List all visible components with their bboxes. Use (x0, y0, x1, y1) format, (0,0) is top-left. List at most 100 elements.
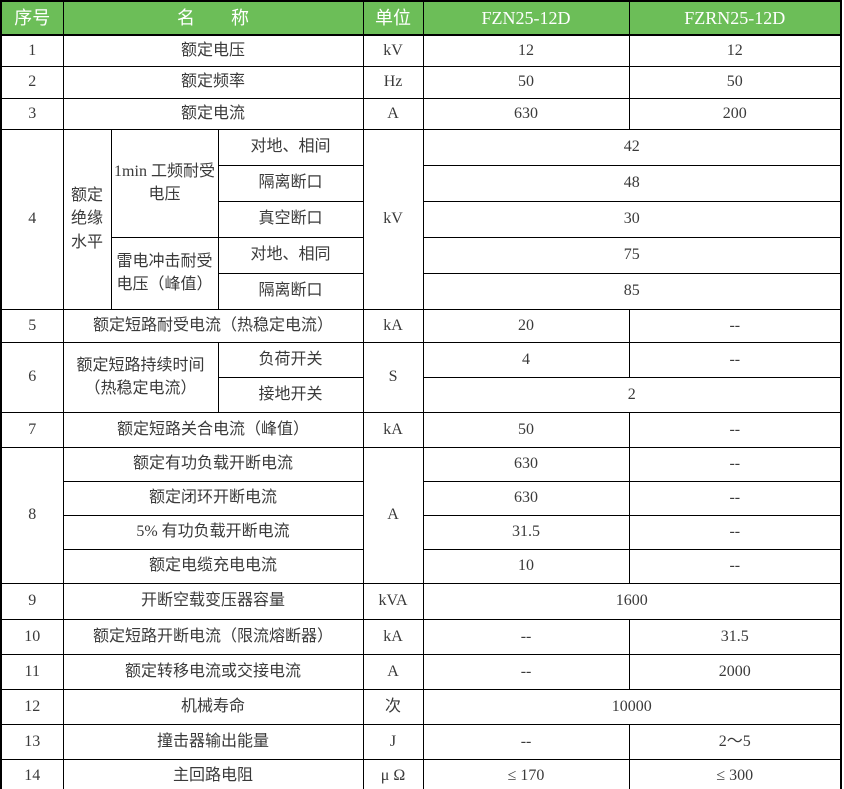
row1-value-fzrn25: 12 (628, 34, 842, 67)
row9-unit: kVA (362, 582, 424, 620)
table-row: 5 额定短路耐受电流（热稳定电流） kA 20 -- (0, 308, 842, 343)
row4-group-label: 额定绝缘水平 (62, 128, 112, 310)
row2-value-fzn25: 50 (422, 65, 630, 99)
row13-value-fzn25: -- (422, 723, 630, 760)
row3-value-fzrn25: 200 (628, 97, 842, 130)
table-row: 14 主回路电阻 μ Ω ≤ 170 ≤ 300 (0, 758, 842, 789)
table-row: 额定闭环开断电流 630 -- (1, 480, 842, 516)
row8-item-2-name: 5% 有功负载开断电流 (62, 514, 364, 550)
row8-unit: A (362, 446, 424, 584)
row13-seq: 13 (0, 723, 64, 760)
row14-unit: μ Ω (362, 758, 424, 789)
row12-name: 机械寿命 (62, 688, 364, 725)
row8-item-1-value-fzn25: 630 (422, 480, 630, 516)
row8-item-1-name: 额定闭环开断电流 (62, 480, 364, 516)
row12-value-both: 10000 (422, 688, 842, 725)
row5-seq: 5 (0, 308, 64, 343)
header-col-model-fzrn25-12d: FZRN25-12D (628, 0, 842, 36)
row11-unit: A (362, 653, 424, 690)
table-row: 8 额定有功负载开断电流 A 630 -- (0, 446, 842, 584)
row4-impulse-group: 雷电冲击耐受电压（峰值） (110, 236, 219, 310)
row8-item-0-value-fzn25: 630 (422, 446, 630, 482)
row8-item-0-name: 额定有功负载开断电流 (62, 446, 364, 482)
row6-switch-earthing: 接地开关 (217, 376, 364, 413)
table-row: 5% 有功负载开断电流 31.5 -- (1, 514, 842, 550)
row8-item-0-value-fzrn25: -- (628, 446, 842, 482)
table-row: 6 额定短路持续时间（热稳定电流） 负荷开关 S 4 -- (0, 341, 842, 413)
row4-impulse-value-1: 85 (422, 272, 842, 310)
row5-value-fzn25: 20 (422, 308, 630, 343)
row7-value-fzrn25: -- (628, 411, 842, 448)
row12-seq: 12 (0, 688, 64, 725)
table-row: 4 额定绝缘水平 1min 工频耐受电压 对地、相间 kV 42 (0, 128, 842, 310)
row4-powerfreq-value-2: 30 (422, 200, 842, 238)
row14-value-fzn25: ≤ 170 (422, 758, 630, 789)
row11-value-fzn25: -- (422, 653, 630, 690)
header-row: 序号 名 称 单位 FZN25-12D FZRN25-12D (0, 0, 842, 36)
row4-powerfreq-item-0: 对地、相间 (217, 128, 364, 166)
row14-seq: 14 (0, 758, 64, 789)
row2-name: 额定频率 (62, 65, 364, 99)
row9-seq: 9 (0, 582, 64, 620)
table-row: 额定电缆充电电流 10 -- (1, 548, 842, 584)
row6-group-label: 额定短路持续时间（热稳定电流） (62, 341, 219, 413)
row13-value-fzrn25: 2～5 (628, 723, 842, 760)
table-row: 10 额定短路开断电流（限流熔断器） kA -- 31.5 (0, 618, 842, 655)
row2-seq: 2 (0, 65, 64, 99)
row3-name: 额定电流 (62, 97, 364, 130)
row9-name: 开断空载变压器容量 (62, 582, 364, 620)
row12-unit: 次 (362, 688, 424, 725)
row6-earthing-value-both: 2 (422, 376, 842, 413)
table-row: 雷电冲击耐受电压（峰值） 对地、相同 75 (1, 236, 842, 310)
row10-unit: kA (362, 618, 424, 655)
row6-loadbreak-value-fzn25: 4 (422, 341, 630, 378)
header-col-seq: 序号 (0, 0, 64, 36)
row10-seq: 10 (0, 618, 64, 655)
row6-unit: S (362, 341, 424, 413)
table-row: 12 机械寿命 次 10000 (0, 688, 842, 725)
row8-item-2-value-fzn25: 31.5 (422, 514, 630, 550)
header-col-model-fzn25-12d: FZN25-12D (422, 0, 630, 36)
table-row: 13 撞击器输出能量 J -- 2～5 (0, 723, 842, 760)
table-row: 11 额定转移电流或交接电流 A -- 2000 (0, 653, 842, 690)
row4-impulse-item-1: 隔离断口 (217, 272, 364, 310)
row8-seq: 8 (0, 446, 64, 584)
row1-name: 额定电压 (62, 34, 364, 67)
row5-name: 额定短路耐受电流（热稳定电流） (62, 308, 364, 343)
table-row: 真空断口 30 (1, 200, 842, 238)
row4-impulse-value-0: 75 (422, 236, 842, 274)
row11-name: 额定转移电流或交接电流 (62, 653, 364, 690)
row6-switch-loadbreak: 负荷开关 (217, 341, 364, 378)
row6-loadbreak-value-fzrn25: -- (628, 341, 842, 378)
row13-unit: J (362, 723, 424, 760)
row4-powerfreq-item-1: 隔离断口 (217, 164, 364, 202)
header-col-name: 名 称 (62, 0, 364, 36)
row8-item-3-value-fzrn25: -- (628, 548, 842, 584)
row7-unit: kA (362, 411, 424, 448)
row11-seq: 11 (0, 653, 64, 690)
row4-impulse-item-0: 对地、相同 (217, 236, 364, 274)
row2-value-fzrn25: 50 (628, 65, 842, 99)
row4-powerfreq-value-0: 42 (422, 128, 842, 166)
table-row: 3 额定电流 A 630 200 (0, 97, 842, 130)
table-row: 接地开关 2 (1, 376, 842, 413)
row1-value-fzn25: 12 (422, 34, 630, 67)
row10-value-fzrn25: 31.5 (628, 618, 842, 655)
row7-seq: 7 (0, 411, 64, 448)
row14-value-fzrn25: ≤ 300 (628, 758, 842, 789)
row5-value-fzrn25: -- (628, 308, 842, 343)
row4-unit: kV (362, 128, 424, 310)
row14-name: 主回路电阻 (62, 758, 364, 789)
row7-value-fzn25: 50 (422, 411, 630, 448)
row7-name: 额定短路关合电流（峰值） (62, 411, 364, 448)
row4-powerfreq-group: 1min 工频耐受电压 (110, 128, 219, 238)
table-row: 9 开断空载变压器容量 kVA 1600 (0, 582, 842, 620)
row11-value-fzrn25: 2000 (628, 653, 842, 690)
table-row: 7 额定短路关合电流（峰值） kA 50 -- (0, 411, 842, 448)
row8-item-3-value-fzn25: 10 (422, 548, 630, 584)
header-col-unit: 单位 (362, 0, 424, 36)
table-row: 1 额定电压 kV 12 12 (0, 34, 842, 67)
row4-powerfreq-item-2: 真空断口 (217, 200, 364, 238)
table-row: 隔离断口 48 (1, 164, 842, 202)
row3-seq: 3 (0, 97, 64, 130)
